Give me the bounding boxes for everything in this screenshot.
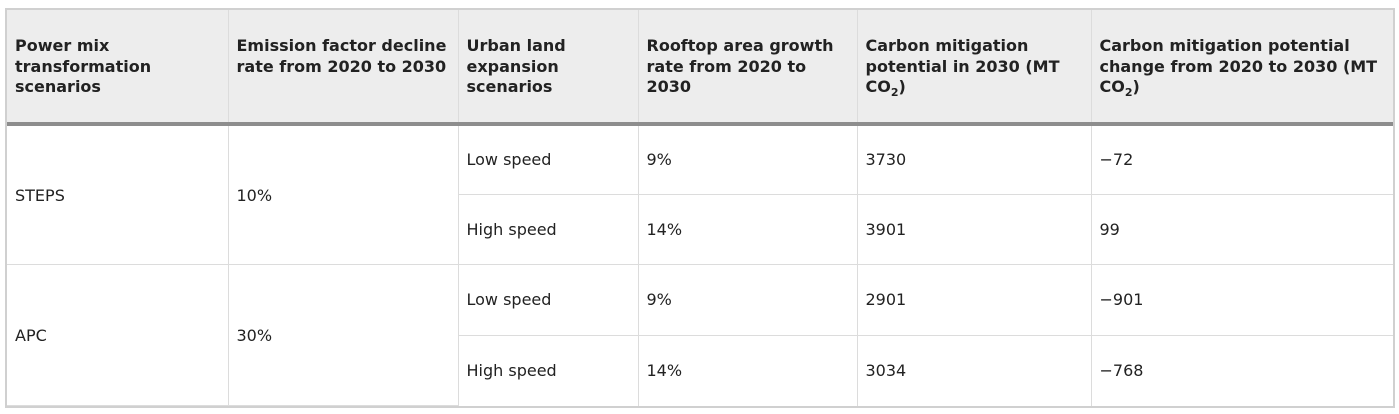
header-mitigation-change-subscript: 2 xyxy=(1124,86,1133,99)
mitigation-change-cell: −72 xyxy=(1091,124,1393,195)
mitigation-potential-cell: 3901 xyxy=(857,194,1092,266)
header-rooftop-growth: Rooftop area growth rate from 2020 to 20… xyxy=(638,10,858,126)
mitigation-change-cell: −901 xyxy=(1091,264,1393,336)
table-body: STEPS 10% Low speed 9% 3730 −72 High spe… xyxy=(7,124,1393,406)
mitigation-potential-cell: 3730 xyxy=(857,124,1092,195)
header-mitigation-change-text: Carbon mitigation potential change from … xyxy=(1099,36,1378,96)
growth-rate-cell: 9% xyxy=(638,124,858,195)
urban-scenario-cell: Low speed xyxy=(458,264,639,336)
table-row: STEPS 10% Low speed 9% 3730 −72 xyxy=(7,124,1393,266)
scenario-cell: APC xyxy=(7,264,229,406)
growth-rate-cell: 9% xyxy=(638,264,858,336)
table-row: High speed 14% 3034 −768 xyxy=(7,335,1393,406)
header-mitigation-potential-subscript: 2 xyxy=(890,86,899,99)
table-row: APC 30% Low speed 9% 2901 −901 xyxy=(7,264,1393,406)
header-mitigation-change: Carbon mitigation potential change from … xyxy=(1091,10,1393,126)
header-mitigation-potential: Carbon mitigation potential in 2030 (MT … xyxy=(857,10,1092,126)
scenario-cell: STEPS xyxy=(7,124,229,266)
header-urban-land: Urban land expansion scenarios xyxy=(458,10,639,126)
scenario-table: Power mix transformation scenarios Emiss… xyxy=(7,10,1393,406)
table-header: Power mix transformation scenarios Emiss… xyxy=(7,10,1393,126)
growth-rate-cell: 14% xyxy=(638,335,858,406)
urban-scenario-cell: High speed xyxy=(458,335,639,406)
mitigation-change-cell: 99 xyxy=(1091,194,1393,266)
header-row: Power mix transformation scenarios Emiss… xyxy=(7,10,1393,126)
decline-rate-cell: 10% xyxy=(228,124,459,266)
data-table-container: Power mix transformation scenarios Emiss… xyxy=(5,8,1395,408)
growth-rate-cell: 14% xyxy=(638,194,858,266)
table-row: High speed 14% 3901 99 xyxy=(7,194,1393,266)
mitigation-potential-cell: 2901 xyxy=(857,264,1092,336)
urban-scenario-cell: High speed xyxy=(458,194,639,266)
header-mitigation-change-close: ) xyxy=(1132,77,1140,96)
mitigation-change-cell: −768 xyxy=(1099,361,1144,381)
mitigation-potential-cell: 3034 xyxy=(857,335,1092,406)
header-power-mix: Power mix transformation scenarios xyxy=(7,10,229,126)
header-emission-factor: Emission factor decline rate from 2020 t… xyxy=(228,10,459,126)
urban-scenario-cell: Low speed xyxy=(458,124,639,195)
header-mitigation-potential-text: Carbon mitigation potential in 2030 (MT … xyxy=(865,36,1060,96)
header-mitigation-potential-close: ) xyxy=(898,77,906,96)
decline-rate-cell: 30% xyxy=(228,264,459,406)
